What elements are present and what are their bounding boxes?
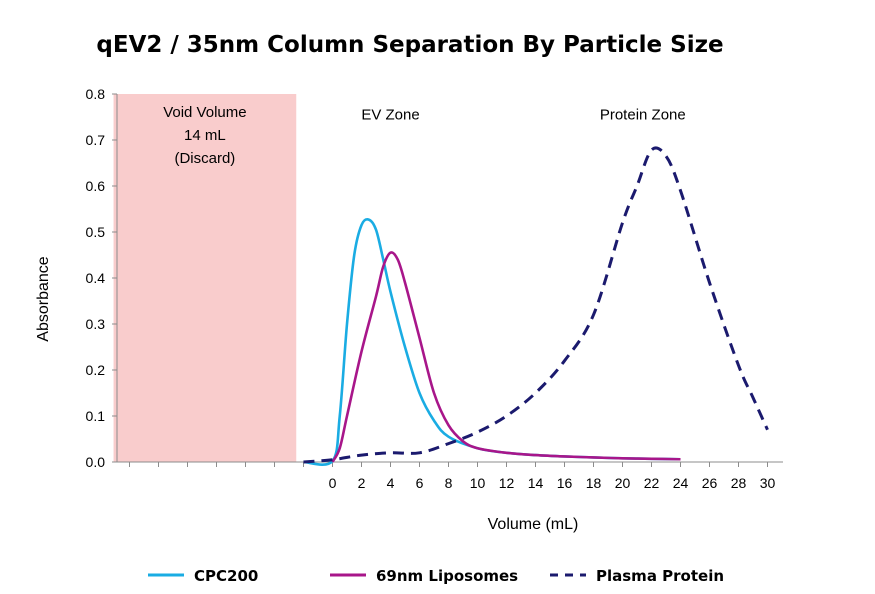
- void-volume-label-line: 14 mL: [184, 127, 226, 144]
- axes: 0.00.10.20.30.40.50.60.70.80 2 4 6 8 10 12 14 16…: [86, 86, 783, 491]
- void-volume-band: [113, 94, 297, 462]
- y-tick-label: 0.3: [86, 316, 106, 332]
- x-tick-label: 12: [499, 475, 515, 491]
- legend-label: 69nm Liposomes: [376, 567, 518, 585]
- y-tick-label: 0.6: [86, 178, 106, 194]
- series-line-cpc200: [303, 217, 681, 466]
- y-tick-label: 0.7: [86, 132, 106, 148]
- x-tick-label: 0: [329, 475, 337, 491]
- x-tick-label: 4: [387, 475, 395, 491]
- y-tick-label: 0.0: [86, 454, 106, 470]
- y-tick-label: 0.8: [86, 86, 106, 102]
- x-tick-label: 18: [586, 475, 602, 491]
- x-tick-label: 10: [470, 475, 486, 491]
- series-lines: [303, 146, 769, 466]
- void-volume-label-line: Void Volume: [163, 104, 246, 121]
- x-tick-label: 30: [760, 475, 776, 491]
- legend-label: CPC200: [194, 567, 258, 585]
- y-tick-label: 0.2: [86, 362, 106, 378]
- x-tick-label: 8: [445, 475, 453, 491]
- chart-title: qEV2 / 35nm Column Separation By Particl…: [96, 32, 723, 58]
- x-tick-label: 22: [644, 475, 660, 491]
- y-tick-label: 0.4: [86, 270, 106, 286]
- void-volume-region: Void Volume 14 mL (Discard): [113, 94, 297, 462]
- legend: CPC200 69nm Liposomes Plasma Protein: [148, 567, 724, 585]
- y-axis-label: Absorbance: [35, 256, 52, 341]
- x-tick-label: 24: [673, 475, 689, 491]
- zone-label: Protein Zone: [600, 107, 686, 124]
- x-tick-label: 14: [528, 475, 544, 491]
- x-tick-label: 26: [702, 475, 718, 491]
- legend-label: Plasma Protein: [596, 567, 724, 585]
- zone-labels: EV Zone Protein Zone: [361, 107, 685, 124]
- x-axis-label: Volume (mL): [488, 516, 579, 533]
- x-tick-label: 2: [358, 475, 366, 491]
- x-tick-label: 16: [557, 475, 573, 491]
- x-tick-label: 28: [731, 475, 747, 491]
- y-tick-label: 0.5: [86, 224, 106, 240]
- x-tick-label: 20: [615, 475, 631, 491]
- y-tick-label: 0.1: [86, 408, 106, 424]
- zone-label: EV Zone: [361, 107, 419, 124]
- series-line-69nm-liposomes: [331, 251, 681, 463]
- series-line-plasma-protein: [303, 146, 769, 464]
- void-volume-label-line: (Discard): [174, 150, 235, 167]
- x-tick-label: 6: [416, 475, 424, 491]
